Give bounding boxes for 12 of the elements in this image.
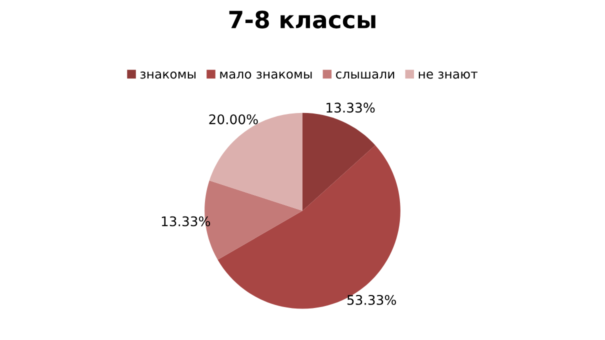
data-label: 53.33%	[347, 294, 396, 305]
legend-label: мало знакомы	[220, 72, 312, 79]
data-label: 20.00%	[209, 114, 258, 124]
pie-slice	[302, 112, 376, 211]
legend-label: не знают	[418, 72, 478, 79]
pie-slice	[218, 145, 400, 309]
pie-slice	[209, 112, 302, 211]
data-label: 13.33%	[326, 102, 375, 113]
legend-label: слышали	[336, 72, 394, 79]
legend-label: знакомы	[140, 72, 196, 79]
chart-title: 7-8 классы	[229, 10, 376, 28]
data-label: 13.33%	[162, 216, 210, 226]
